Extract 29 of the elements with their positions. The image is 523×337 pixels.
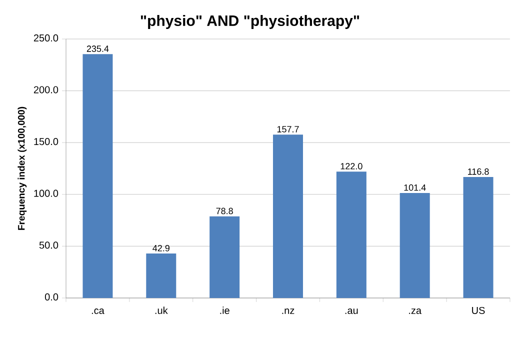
data-label: 157.7 bbox=[277, 126, 299, 132]
x-tick-label: .ie bbox=[220, 306, 230, 314]
x-tick-label: US bbox=[472, 306, 485, 314]
bar bbox=[82, 54, 113, 298]
y-tick-label: 150.0 bbox=[34, 138, 58, 146]
chart-title: "physio" AND "physiotherapy" bbox=[140, 15, 360, 29]
y-axis-title: Frequency index (x100,000) bbox=[18, 106, 27, 230]
data-label: 122.0 bbox=[340, 163, 362, 170]
x-tick-label: .au bbox=[345, 308, 358, 314]
bar bbox=[146, 254, 176, 298]
y-tick-label: 200.0 bbox=[34, 86, 58, 94]
x-tick-label: .nz bbox=[282, 308, 294, 314]
bar bbox=[336, 172, 366, 298]
data-label: 235.4 bbox=[86, 46, 109, 52]
bar bbox=[273, 134, 303, 298]
data-label: 78.8 bbox=[216, 208, 233, 214]
x-tick-label: .uk bbox=[155, 306, 168, 314]
x-tick-label: .za bbox=[409, 308, 422, 314]
data-label: 101.4 bbox=[404, 184, 426, 191]
data-label: 42.9 bbox=[152, 244, 170, 252]
bar bbox=[400, 192, 430, 298]
x-tick-label: .ca bbox=[92, 308, 104, 314]
y-tick-label: 0.0 bbox=[44, 293, 58, 300]
data-label: 116.8 bbox=[468, 168, 489, 175]
y-tick-label: 100.0 bbox=[34, 190, 58, 197]
bar bbox=[210, 216, 240, 298]
y-tick-label: 250.0 bbox=[34, 34, 58, 42]
bar bbox=[463, 176, 494, 298]
y-tick-label: 50.0 bbox=[39, 242, 58, 249]
